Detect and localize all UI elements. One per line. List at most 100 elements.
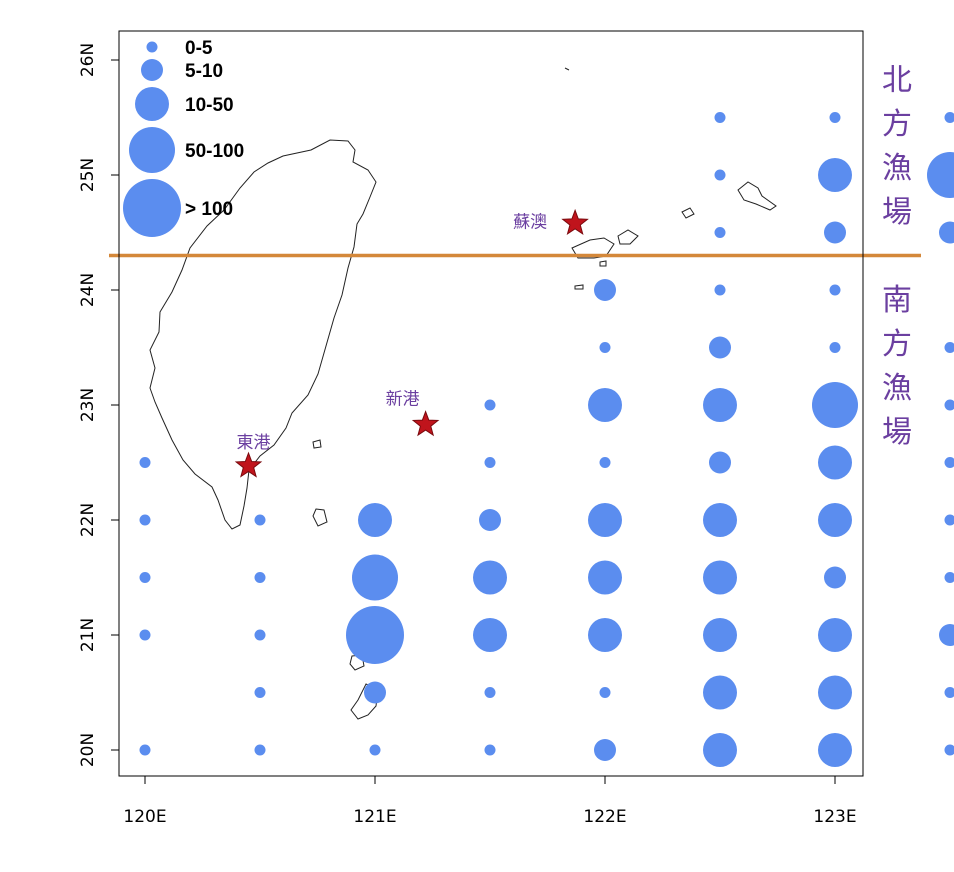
data-point	[588, 388, 622, 422]
region-char: 漁	[882, 371, 912, 406]
data-point	[599, 457, 611, 468]
legend-marker	[141, 59, 163, 81]
iriomote-island	[617, 229, 639, 245]
x-tick-label: 122E	[583, 807, 626, 827]
region-char: 方	[882, 327, 912, 362]
data-point	[944, 572, 954, 583]
yaeyama-islands	[571, 237, 615, 259]
data-point	[714, 284, 726, 296]
data-point	[703, 388, 737, 422]
data-point	[829, 284, 841, 296]
legend-label: 50-100	[185, 141, 244, 162]
legend-label: 0-5	[185, 38, 213, 59]
region-char: 北	[882, 63, 912, 98]
data-point	[829, 342, 841, 353]
data-point	[703, 618, 737, 652]
data-point	[484, 687, 496, 698]
data-point	[473, 618, 507, 652]
data-point	[599, 687, 611, 698]
data-point	[139, 457, 151, 468]
axes: 120E121E122E123E124E125E126E20N21N22N23N…	[78, 43, 857, 827]
data-point	[939, 221, 954, 244]
legend-marker	[135, 87, 169, 121]
lanyu-island	[312, 439, 322, 449]
data-point	[479, 509, 501, 531]
data-point	[588, 503, 622, 537]
y-tick-label: 23N	[78, 388, 98, 422]
legend-marker	[146, 41, 158, 53]
region-char: 場	[882, 195, 912, 230]
legend-label: 5-10	[185, 61, 223, 82]
legend: 0-55-10 10-50 50-100 > 100	[123, 38, 244, 237]
data-point	[254, 629, 266, 641]
legend-label: > 100	[185, 199, 233, 220]
data-point	[484, 744, 496, 756]
bubble-layer	[139, 112, 954, 767]
okinawa-island	[737, 181, 777, 211]
port-star-icon	[561, 208, 589, 235]
small-island-c	[564, 67, 570, 71]
y-tick-label: 25N	[78, 158, 98, 192]
data-point	[944, 687, 954, 698]
region-char: 漁	[882, 151, 912, 186]
data-point	[484, 457, 496, 468]
region-char: 南	[882, 283, 912, 318]
coastline-layer	[149, 67, 777, 720]
data-point	[352, 554, 398, 601]
region-char: 場	[882, 415, 912, 450]
data-point	[927, 152, 954, 198]
taiwan-coastline	[149, 139, 377, 530]
x-tick-label: 121E	[353, 807, 396, 827]
data-point	[714, 112, 726, 123]
data-point	[714, 169, 726, 181]
y-tick-label: 21N	[78, 618, 98, 652]
data-point	[473, 560, 507, 595]
data-point	[944, 399, 954, 411]
data-point	[818, 618, 852, 652]
data-point	[139, 572, 151, 583]
data-point	[254, 572, 266, 583]
data-point	[824, 221, 846, 244]
port-label: 新港	[386, 390, 420, 410]
ludao-island	[312, 508, 328, 527]
legend-label: 10-50	[185, 95, 234, 116]
data-point	[709, 336, 731, 359]
data-point	[588, 618, 622, 652]
y-tick-label: 24N	[78, 273, 98, 307]
data-point	[254, 514, 266, 526]
data-point	[588, 560, 622, 595]
y-tick-label: 20N	[78, 733, 98, 767]
data-point	[484, 399, 496, 411]
plot-frame	[118, 30, 864, 777]
data-point	[818, 158, 852, 192]
data-point	[818, 675, 852, 710]
data-point	[139, 514, 151, 526]
data-point	[944, 514, 954, 526]
port-star-icon	[411, 410, 440, 437]
data-point	[599, 342, 611, 353]
legend-marker	[129, 127, 175, 173]
data-point	[818, 503, 852, 537]
data-point	[944, 744, 954, 756]
data-point	[594, 279, 616, 301]
data-point	[254, 687, 266, 698]
port-label: 蘇澳	[513, 212, 547, 232]
small-island-a	[574, 284, 584, 290]
y-tick-label: 26N	[78, 43, 98, 77]
port-label: 東港	[237, 433, 271, 453]
data-point	[703, 733, 737, 767]
data-point	[139, 744, 151, 756]
data-point	[709, 451, 731, 474]
data-point	[829, 112, 841, 123]
small-island-b	[599, 260, 607, 267]
data-point	[703, 560, 737, 595]
data-point	[939, 624, 954, 646]
data-point	[594, 739, 616, 761]
data-point	[944, 342, 954, 353]
data-point	[346, 606, 404, 664]
